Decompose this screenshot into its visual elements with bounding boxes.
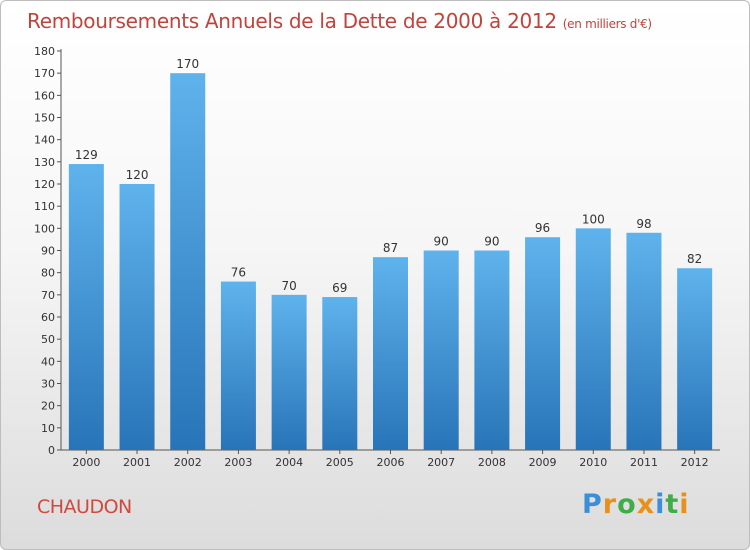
logo-letter: t: [665, 489, 680, 520]
y-tick-label: 180: [34, 45, 55, 58]
y-tick-label: 40: [41, 355, 55, 368]
chart-title: Remboursements Annuels de la Dette de 20…: [27, 9, 652, 33]
x-tick-label-2004: 2004: [275, 456, 303, 469]
bar-2007: [423, 250, 459, 450]
bar-2001: [119, 184, 155, 450]
logo-letter: r: [602, 489, 618, 520]
data-label-2007: 90: [434, 235, 449, 249]
x-tick-label-2011: 2011: [630, 456, 658, 469]
data-labels: 129 120 170 76 70 69 87 90 90 96 100 98 82: [75, 57, 702, 295]
bar-2006: [373, 257, 408, 450]
x-tick-label-2003: 2003: [224, 456, 252, 469]
bar-2005: [322, 297, 358, 450]
x-tick-label-2012: 2012: [681, 456, 709, 469]
bar-2002: [170, 73, 206, 451]
data-label-2003: 76: [231, 266, 246, 280]
bar-2004: [271, 294, 307, 450]
y-tick-label: 60: [41, 311, 55, 324]
bars: [68, 73, 713, 451]
axes: 0 10 20 30 40 50 60 70 80 90 100 110 120 130 140 150 160…: [34, 45, 720, 469]
data-label-2012: 82: [687, 252, 702, 266]
x-tick-label-2009: 2009: [529, 456, 557, 469]
bar-2011: [626, 232, 662, 450]
data-label-2002: 170: [176, 57, 199, 71]
y-tick-label: 20: [41, 400, 55, 413]
data-label-2000: 129: [75, 148, 98, 162]
logo-letter: P: [582, 489, 603, 520]
proxiti-logo: Proxiti: [582, 489, 690, 520]
x-tick-label-2007: 2007: [427, 456, 455, 469]
data-label-2005: 69: [332, 281, 347, 295]
y-tick-label: 90: [41, 245, 55, 258]
y-tick-label: 170: [34, 67, 55, 80]
commune-name: CHAUDON: [37, 496, 132, 518]
x-tick-label-2005: 2005: [326, 456, 354, 469]
data-label-2008: 90: [484, 235, 499, 249]
logo-letter: i: [679, 489, 690, 520]
y-tick-label: 50: [41, 333, 55, 346]
logo-letter: o: [617, 489, 637, 520]
y-tick-label: 120: [34, 178, 55, 191]
bar-2009: [525, 237, 561, 450]
x-tick-label-2006: 2006: [377, 456, 405, 469]
y-tick-label: 30: [41, 378, 55, 391]
bar-2008: [474, 250, 510, 450]
y-tick-label: 140: [34, 134, 55, 147]
chart-title-text: Remboursements Annuels de la Dette de 20…: [27, 9, 557, 33]
y-tick-label: 160: [34, 89, 55, 102]
x-tick-label-2010: 2010: [579, 456, 607, 469]
y-tick-label: 0: [48, 444, 55, 457]
y-tick-label: 70: [41, 289, 55, 302]
x-tick-label-2001: 2001: [123, 456, 151, 469]
data-label-2006: 87: [383, 241, 398, 255]
y-tick-label: 10: [41, 422, 55, 435]
x-tick-label-2000: 2000: [72, 456, 100, 469]
data-label-2001: 120: [126, 168, 149, 182]
data-label-2009: 96: [535, 221, 550, 235]
bar-2000: [68, 164, 104, 451]
y-tick-label: 100: [34, 222, 55, 235]
x-tick-label-2002: 2002: [174, 456, 202, 469]
y-tick-label: 110: [34, 200, 55, 213]
chart-unit: (en milliers d'€): [562, 17, 652, 31]
bar-2003: [220, 281, 256, 450]
data-label-2011: 98: [636, 217, 651, 231]
logo-letter: i: [655, 489, 666, 520]
bar-2012: [677, 268, 713, 450]
logo-letter: x: [636, 489, 656, 520]
y-tick-label: 150: [34, 112, 55, 125]
data-label-2004: 70: [281, 279, 296, 293]
y-tick-label: 130: [34, 156, 55, 169]
x-tick-label-2008: 2008: [478, 456, 506, 469]
y-tick-label: 80: [41, 267, 55, 280]
data-label-2010: 100: [582, 212, 605, 226]
bar-2010: [575, 228, 611, 450]
